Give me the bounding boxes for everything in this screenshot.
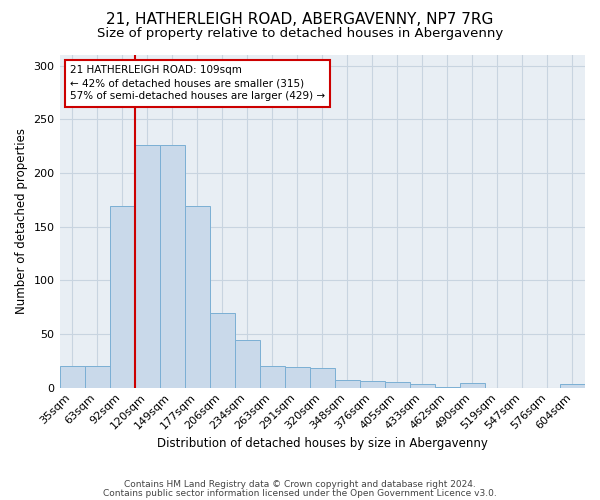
Bar [260,366,285,388]
Bar [360,382,385,388]
Text: 21, HATHERLEIGH ROAD, ABERGAVENNY, NP7 7RG: 21, HATHERLEIGH ROAD, ABERGAVENNY, NP7 7… [106,12,494,28]
Text: Contains public sector information licensed under the Open Government Licence v3: Contains public sector information licen… [103,488,497,498]
Bar [85,366,110,388]
Text: Contains HM Land Registry data © Crown copyright and database right 2024.: Contains HM Land Registry data © Crown c… [124,480,476,489]
Bar [185,206,209,388]
Bar [335,380,360,388]
Text: 21 HATHERLEIGH ROAD: 109sqm
← 42% of detached houses are smaller (315)
57% of se: 21 HATHERLEIGH ROAD: 109sqm ← 42% of det… [70,65,325,102]
Bar [460,384,485,388]
Bar [160,145,185,388]
X-axis label: Distribution of detached houses by size in Abergavenny: Distribution of detached houses by size … [157,437,488,450]
Bar [59,366,85,388]
Bar [134,145,160,388]
Bar [110,206,134,388]
Bar [435,386,460,388]
Bar [310,368,335,388]
Text: Size of property relative to detached houses in Abergavenny: Size of property relative to detached ho… [97,28,503,40]
Bar [209,312,235,388]
Bar [285,368,310,388]
Bar [560,384,585,388]
Bar [410,384,435,388]
Bar [235,340,260,388]
Bar [385,382,410,388]
Y-axis label: Number of detached properties: Number of detached properties [15,128,28,314]
